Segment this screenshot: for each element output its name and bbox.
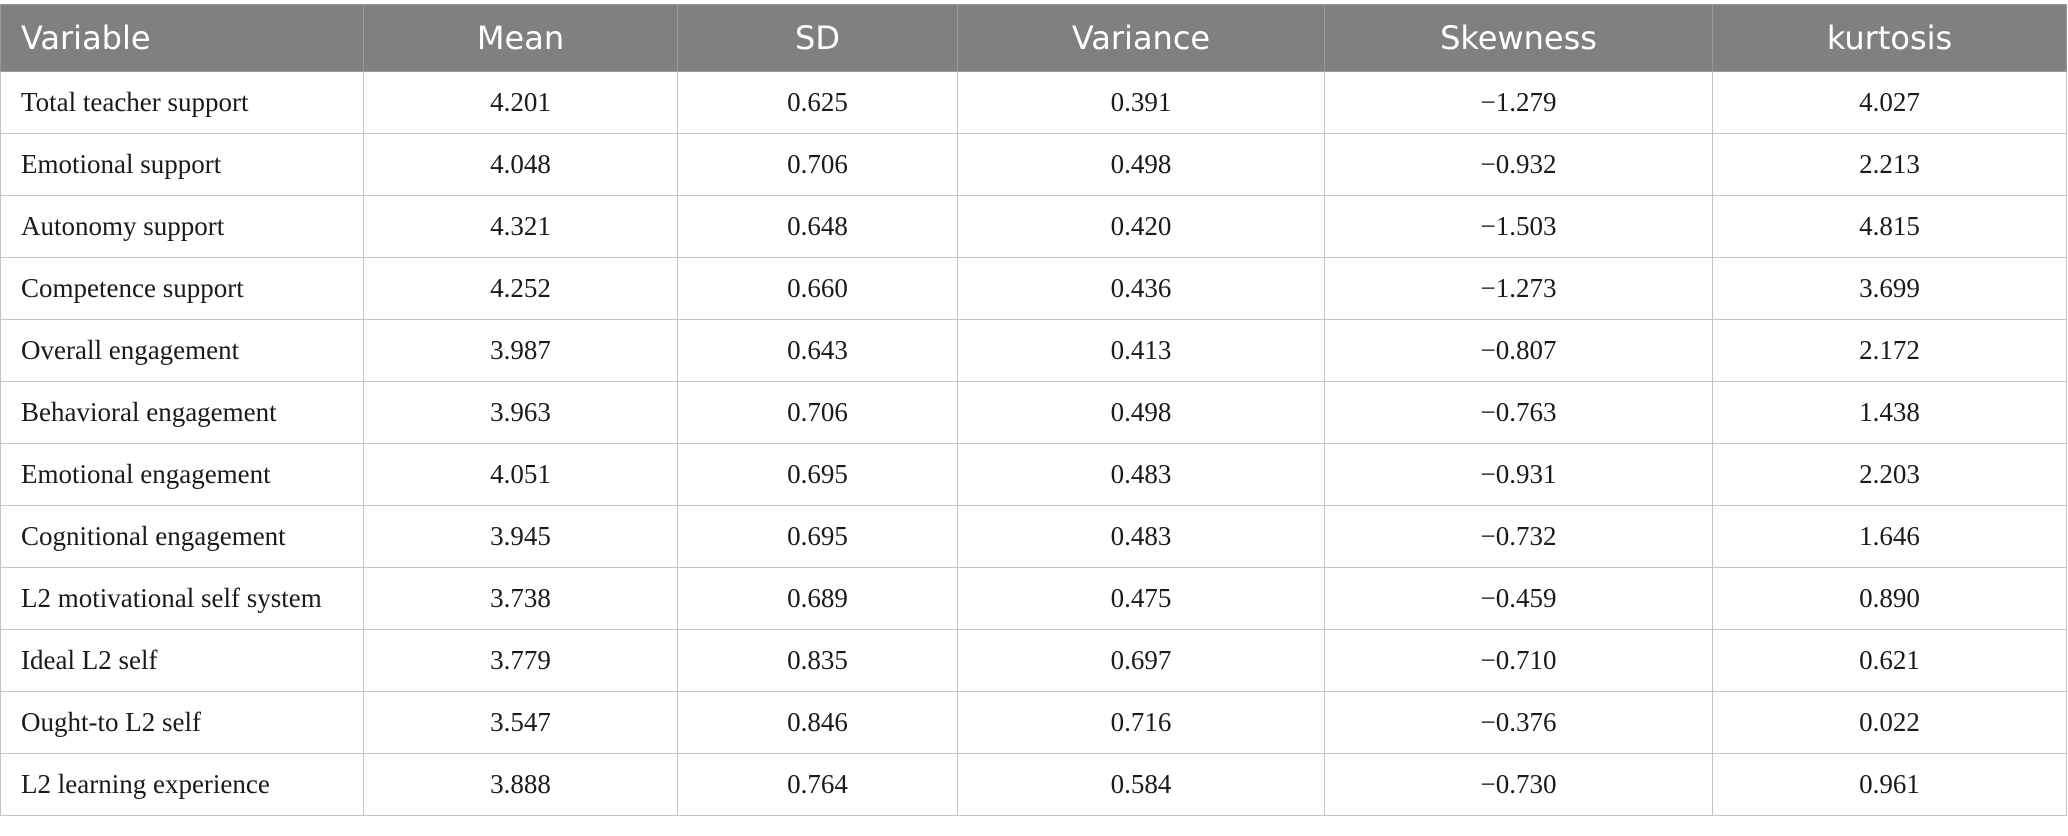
cell-kurtosis: 4.027 (1712, 71, 2067, 134)
cell-mean: 3.738 (363, 567, 678, 630)
cell-kurtosis: 3.699 (1712, 257, 2067, 320)
cell-mean: 4.252 (363, 257, 678, 320)
cell-skewness: −0.459 (1324, 567, 1713, 630)
cell-kurtosis: 4.815 (1712, 195, 2067, 258)
cell-mean: 3.987 (363, 319, 678, 382)
cell-mean: 4.048 (363, 133, 678, 196)
table-header-row: Variable Mean SD Variance Skewness kurto… (0, 4, 2067, 72)
column-header-kurtosis: kurtosis (1712, 4, 2067, 72)
descriptive-statistics-table: Variable Mean SD Variance Skewness kurto… (0, 4, 2067, 816)
cell-kurtosis: 0.621 (1712, 629, 2067, 692)
table-row: Ought-to L2 self 3.547 0.846 0.716 −0.376 0.0… (0, 691, 2067, 754)
cell-variance: 0.483 (957, 443, 1325, 506)
column-header-variance: Variance (957, 4, 1325, 72)
cell-skewness: −0.932 (1324, 133, 1713, 196)
cell-mean: 4.051 (363, 443, 678, 506)
table-row: Overall engagement 3.987 0.643 0.413 −0.807 2… (0, 319, 2067, 382)
cell-mean: 4.321 (363, 195, 678, 258)
table-row: Ideal L2 self 3.779 0.835 0.697 −0.710 0.621 (0, 629, 2067, 692)
cell-variance: 0.483 (957, 505, 1325, 568)
cell-variance: 0.498 (957, 381, 1325, 444)
table-row: Emotional support 4.048 0.706 0.498 −0.932 2.… (0, 133, 2067, 196)
cell-variable: Total teacher support (0, 71, 364, 134)
cell-mean: 3.547 (363, 691, 678, 754)
cell-skewness: −0.730 (1324, 753, 1713, 816)
cell-variable: Emotional support (0, 133, 364, 196)
cell-kurtosis: 2.172 (1712, 319, 2067, 382)
table-row: Behavioral engagement 3.963 0.706 0.498 −0.7… (0, 381, 2067, 444)
cell-skewness: −0.732 (1324, 505, 1713, 568)
cell-skewness: −0.763 (1324, 381, 1713, 444)
cell-kurtosis: 1.438 (1712, 381, 2067, 444)
cell-sd: 0.846 (677, 691, 958, 754)
cell-kurtosis: 2.203 (1712, 443, 2067, 506)
cell-sd: 0.764 (677, 753, 958, 816)
cell-variance: 0.391 (957, 71, 1325, 134)
cell-sd: 0.648 (677, 195, 958, 258)
column-header-mean: Mean (363, 4, 678, 72)
cell-variance: 0.413 (957, 319, 1325, 382)
cell-mean: 3.963 (363, 381, 678, 444)
cell-kurtosis: 0.890 (1712, 567, 2067, 630)
cell-variable: Competence support (0, 257, 364, 320)
cell-sd: 0.695 (677, 505, 958, 568)
cell-kurtosis: 0.961 (1712, 753, 2067, 816)
cell-mean: 3.945 (363, 505, 678, 568)
cell-mean: 3.888 (363, 753, 678, 816)
cell-sd: 0.660 (677, 257, 958, 320)
cell-sd: 0.625 (677, 71, 958, 134)
table-row: Cognitional engagement 3.945 0.695 0.483 −0.… (0, 505, 2067, 568)
cell-sd: 0.689 (677, 567, 958, 630)
table-row: Competence support 4.252 0.660 0.436 −1.273 3… (0, 257, 2067, 320)
cell-sd: 0.706 (677, 381, 958, 444)
cell-skewness: −1.503 (1324, 195, 1713, 258)
cell-mean: 3.779 (363, 629, 678, 692)
cell-variable: Behavioral engagement (0, 381, 364, 444)
cell-kurtosis: 0.022 (1712, 691, 2067, 754)
table-row: Emotional engagement 4.051 0.695 0.483 −0.93… (0, 443, 2067, 506)
cell-variance: 0.697 (957, 629, 1325, 692)
cell-skewness: −1.273 (1324, 257, 1713, 320)
cell-sd: 0.695 (677, 443, 958, 506)
table-row: L2 motivational self system 3.738 0.689 0.4… (0, 567, 2067, 630)
cell-variable: L2 motivational self system (0, 567, 364, 630)
cell-variable: Ought-to L2 self (0, 691, 364, 754)
table-row: Autonomy support 4.321 0.648 0.420 −1.503 4.8… (0, 195, 2067, 258)
cell-sd: 0.835 (677, 629, 958, 692)
cell-variable: Emotional engagement (0, 443, 364, 506)
cell-kurtosis: 1.646 (1712, 505, 2067, 568)
cell-skewness: −1.279 (1324, 71, 1713, 134)
cell-mean: 4.201 (363, 71, 678, 134)
column-header-variable: Variable (0, 4, 364, 72)
table-row: Total teacher support 4.201 0.625 0.391 −1.2… (0, 71, 2067, 134)
cell-variable: L2 learning experience (0, 753, 364, 816)
cell-variance: 0.498 (957, 133, 1325, 196)
cell-skewness: −0.807 (1324, 319, 1713, 382)
cell-variance: 0.436 (957, 257, 1325, 320)
cell-skewness: −0.931 (1324, 443, 1713, 506)
cell-variable: Overall engagement (0, 319, 364, 382)
cell-skewness: −0.710 (1324, 629, 1713, 692)
cell-variance: 0.475 (957, 567, 1325, 630)
column-header-sd: SD (677, 4, 958, 72)
cell-variable: Cognitional engagement (0, 505, 364, 568)
cell-sd: 0.643 (677, 319, 958, 382)
table-body: Total teacher support 4.201 0.625 0.391 −1.2… (0, 71, 2067, 816)
table-row: L2 learning experience 3.888 0.764 0.584 −0.… (0, 753, 2067, 816)
column-header-skewness: Skewness (1324, 4, 1713, 72)
cell-variance: 0.584 (957, 753, 1325, 816)
cell-variable: Autonomy support (0, 195, 364, 258)
cell-sd: 0.706 (677, 133, 958, 196)
cell-kurtosis: 2.213 (1712, 133, 2067, 196)
cell-variable: Ideal L2 self (0, 629, 364, 692)
cell-variance: 0.420 (957, 195, 1325, 258)
cell-skewness: −0.376 (1324, 691, 1713, 754)
cell-variance: 0.716 (957, 691, 1325, 754)
